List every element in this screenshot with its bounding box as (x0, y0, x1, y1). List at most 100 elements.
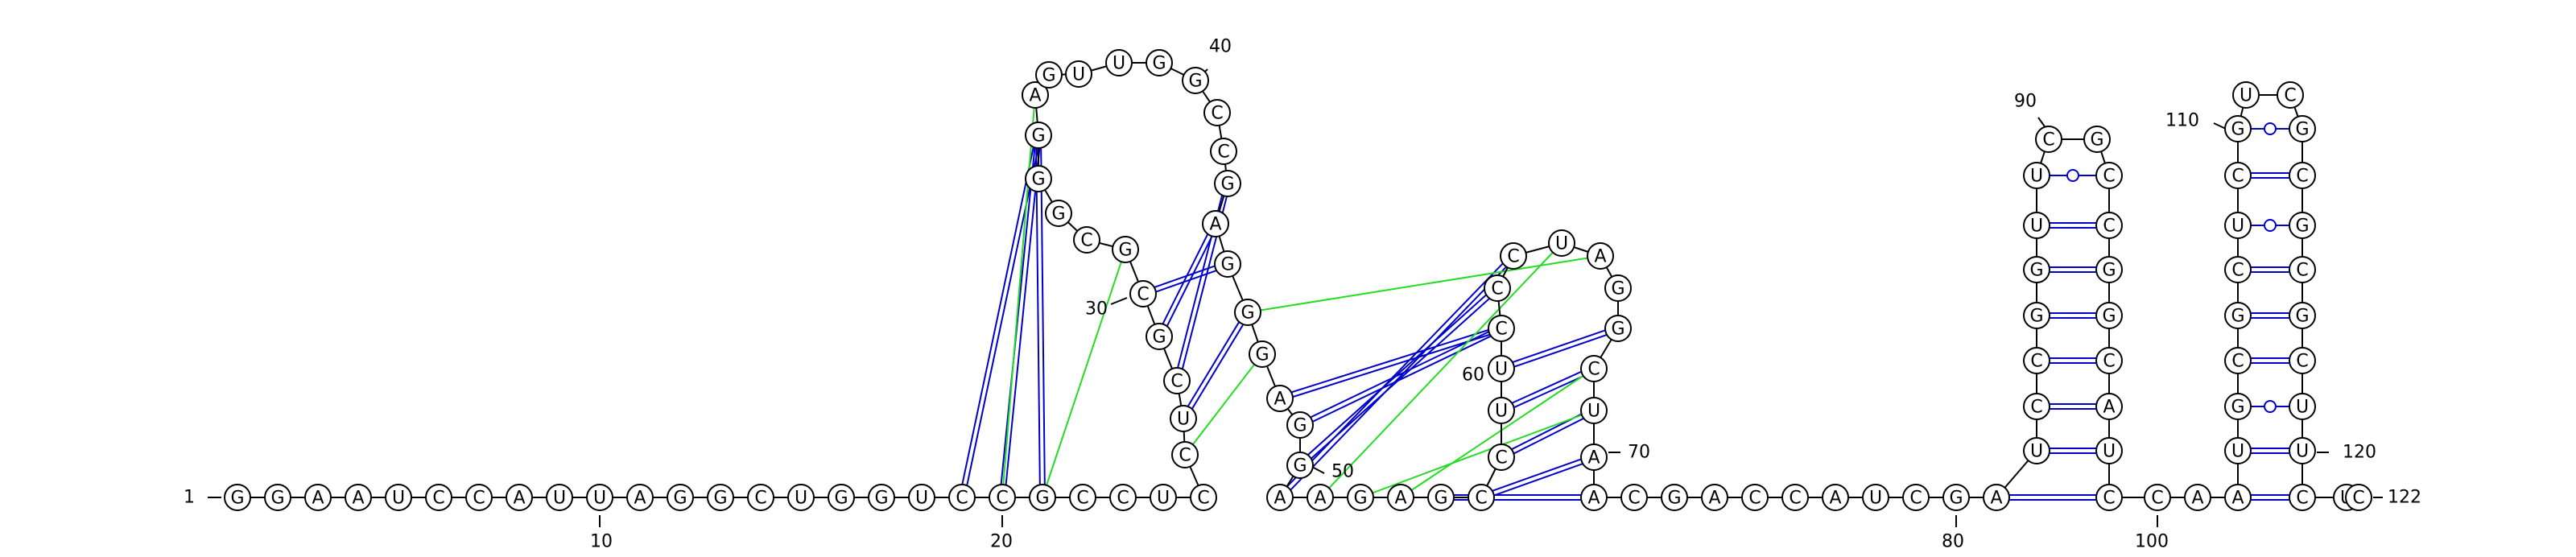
nucleotide: G (1035, 61, 1063, 89)
nucleotide-circle (2095, 212, 2123, 239)
nucleotide-letter: U (1555, 234, 1568, 254)
canonical-pair-line (1003, 135, 1042, 498)
nucleotide: C (2095, 212, 2123, 239)
nucleotide: C (2277, 81, 2304, 109)
nucleotide: C (2023, 393, 2050, 420)
nucleotide: A (1701, 484, 1728, 511)
nucleotide: G (1214, 170, 1241, 197)
nucleotide-letter: G (1031, 170, 1045, 190)
canonical-pair-line (1501, 329, 1620, 372)
nucleotide-circle (385, 484, 412, 511)
nucleotide: G (667, 484, 694, 511)
nucleotide: U (2095, 437, 2123, 464)
nucleotide-letter: A (2191, 489, 2203, 509)
label-80: 80 (1942, 532, 1964, 552)
nucleotide: G (1234, 299, 1261, 326)
nucleotide: C (2144, 484, 2171, 511)
nucleotide-letter: A (1829, 489, 1841, 509)
nucleotide-letter: C (2030, 398, 2042, 418)
noncanonical-pair-line (1184, 353, 1263, 456)
nucleotide-letter: C (2030, 352, 2042, 372)
nucleotide-letter: G (673, 489, 687, 509)
nucleotide-letter: C (1197, 489, 1209, 509)
nucleotide-letter: U (2296, 398, 2309, 418)
nucleotide-letter: G (1353, 489, 1367, 509)
nucleotide: C (1210, 138, 1237, 165)
nucleotide-letter: C (1507, 247, 1519, 267)
nucleotide-circle (1146, 49, 1173, 76)
nucleotide-letter: C (1170, 372, 1183, 392)
noncanonical-pair-line (1042, 249, 1126, 498)
nucleotide: G (828, 484, 855, 511)
nucleotide: C (1488, 444, 1515, 471)
nucleotide: G (2083, 126, 2111, 153)
nucleotide-circle (1983, 484, 2010, 511)
nucleotide-circle (1202, 210, 1229, 237)
label-1: 1 (184, 488, 195, 508)
nucleotide: A (2184, 484, 2211, 511)
nucleotide-letter: C (1587, 360, 1600, 380)
nucleotide-letter: C (1748, 489, 1761, 509)
nucleotide-letter: C (1909, 489, 1922, 509)
nucleotide: C (1902, 484, 1930, 511)
nucleotide-letter: C (754, 489, 766, 509)
nucleotide: G (1942, 484, 1970, 511)
nucleotide-circle (1249, 340, 1276, 368)
canonical-pair-line (1500, 365, 1594, 410)
canonical-pair-line (1281, 257, 1516, 500)
nucleotide-circle (425, 484, 452, 511)
nucleotide-circle (1862, 484, 1889, 511)
nucleotide: U (2023, 437, 2050, 464)
nucleotide: U (787, 484, 815, 511)
nucleotide-letter: U (2103, 442, 2116, 462)
nucleotide-circle (1266, 385, 1294, 412)
nucleotide-circle (1182, 67, 1209, 94)
nucleotide-circle (1069, 484, 1096, 511)
nucleotide: U (1488, 397, 1515, 424)
nucleotide-circle (1902, 484, 1930, 511)
nucleotide-circle (2144, 484, 2171, 511)
nucleotide-letter: U (1113, 54, 1125, 74)
nucleotide-circle (2224, 256, 2252, 283)
nucleotide-letter: G (2090, 130, 2103, 151)
noncanonical-pair-line (1400, 368, 1595, 498)
nucleotide-letter: G (1188, 72, 1202, 92)
nucleotide-letter: G (2231, 307, 2244, 327)
canonical-pair-line (1180, 310, 1247, 418)
nucleotide-letter: A (1394, 489, 1406, 509)
nucleotide: G (264, 484, 291, 511)
nucleotide-circle (1129, 280, 1157, 307)
nucleotide: U (2224, 437, 2252, 464)
canonical-pair-line (1141, 261, 1228, 293)
nucleotide-letter: G (1152, 54, 1166, 74)
nucleotide-letter: G (2029, 261, 2043, 281)
label-120: 120 (2343, 443, 2376, 463)
nucleotide-letter: C (2352, 489, 2364, 509)
nucleotide-letter: C (1117, 489, 1129, 509)
nucleotide: A (1387, 484, 1414, 511)
nucleotide-letter: A (1209, 215, 1221, 235)
nucleotide: C (425, 484, 452, 511)
position-tick (1311, 466, 1325, 474)
nucleotide-circle (2277, 81, 2304, 109)
nucleotide: C (2023, 347, 2050, 374)
nucleotide-circle (1150, 484, 1177, 511)
nucleotide-letter: U (915, 489, 928, 509)
nucleotide-circle (1171, 441, 1199, 468)
nucleotide-letter: U (1869, 489, 1882, 509)
position-tick (1110, 297, 1128, 305)
nucleotide-letter: G (1434, 489, 1447, 509)
label-50: 50 (1331, 462, 1354, 482)
nucleotide-letter: C (1789, 489, 1801, 509)
nucleotide: C (1580, 355, 1608, 382)
nucleotide: A (1266, 385, 1294, 412)
nucleotide: G (1604, 315, 1632, 342)
nucleotide-letter: G (2029, 307, 2043, 327)
nucleotide: A (345, 484, 372, 511)
nucleotide-circle (2023, 302, 2050, 329)
nucleotide: U (1580, 397, 1608, 424)
nucleotide-circle (1347, 484, 1374, 511)
nucleotide: G (1347, 484, 1374, 511)
nucleotide-letter: A (1029, 86, 1041, 106)
nucleotide-circle (1109, 484, 1137, 511)
